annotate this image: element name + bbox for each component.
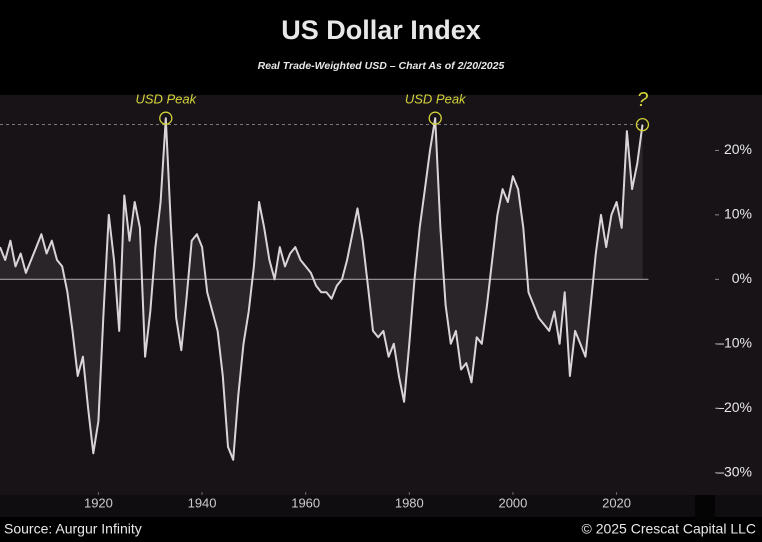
- x-tick-label: 1940: [188, 495, 217, 510]
- y-tick-label: 10%: [724, 206, 752, 222]
- y-tick-label: –20%: [716, 399, 752, 415]
- y-tick-label: 0%: [732, 270, 752, 286]
- annotation: ?: [637, 89, 649, 111]
- y-tick-label: –10%: [716, 334, 752, 350]
- annotation: USD Peak: [135, 92, 197, 107]
- annotation-circle: [428, 111, 442, 125]
- copyright: © 2025 Crescat Capital LLC: [581, 521, 756, 537]
- annotation-circle: [635, 117, 650, 132]
- x-tick-label: 2000: [498, 495, 527, 510]
- x-tick-label: 1980: [395, 495, 424, 510]
- chart-title: US Dollar Index: [281, 15, 481, 45]
- y-tick-label: –30%: [716, 463, 752, 479]
- x-axis-band: [0, 495, 762, 517]
- x-tick-label: 1960: [291, 495, 320, 510]
- source: Source: Aurgur Infinity: [4, 521, 142, 537]
- annotation: USD Peak: [405, 92, 467, 107]
- corner-block: [695, 495, 715, 520]
- annotation-circle: [159, 111, 173, 125]
- y-tick-label: 20%: [724, 141, 752, 157]
- line: [0, 117, 644, 461]
- plot-area: [0, 95, 762, 495]
- x-tick-label: 1920: [84, 495, 113, 510]
- chart-subtitle: Real Trade-Weighted USD – Chart As of 2/…: [258, 60, 505, 72]
- x-tick-label: 2020: [602, 495, 631, 510]
